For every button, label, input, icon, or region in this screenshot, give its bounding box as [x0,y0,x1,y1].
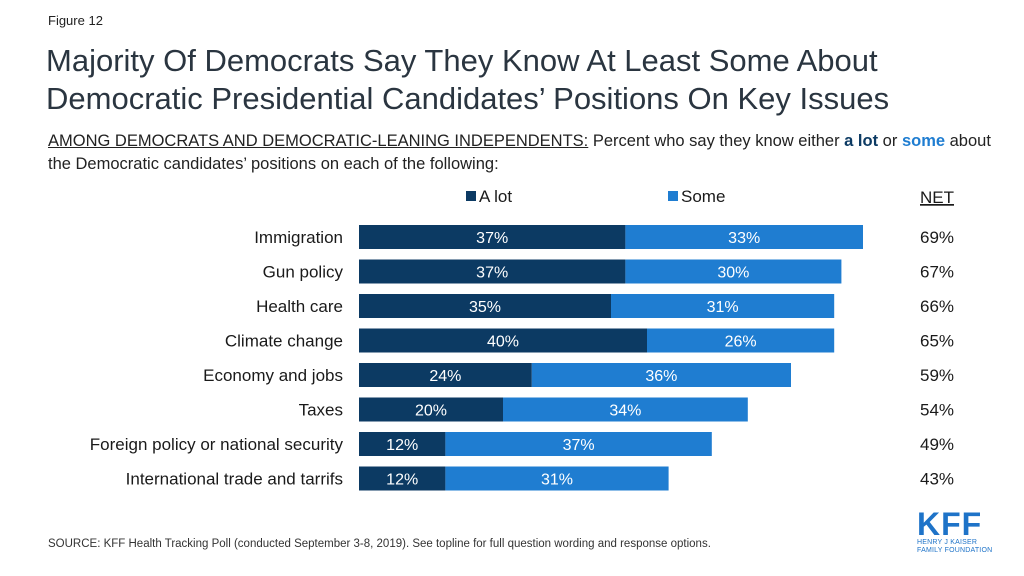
data-label-a-lot: 12% [386,472,418,489]
bar-a-lot [359,259,626,284]
legend-label-0: A lot [479,187,512,206]
net-value: 66% [920,297,954,316]
bar-some [625,259,842,284]
data-label-a-lot: 37% [476,230,508,247]
net-value: 69% [920,228,954,247]
bar-some [647,328,835,353]
data-label-a-lot: 40% [487,334,519,351]
subtitle-part-3: about the Democratic candidates’ positio… [48,132,991,173]
subtitle-prefix: AMONG DEMOCRATS AND DEMOCRATIC-LEANING I… [48,132,589,150]
data-label-a-lot: 35% [469,299,501,316]
data-label-some: 31% [707,299,739,316]
bar-a-lot [359,466,446,491]
bar-a-lot [359,397,503,422]
bar-a-lot [359,225,626,249]
bar-some [445,432,712,456]
logo-line-1: HENRY J KAISER [917,539,978,546]
data-label-some: 31% [541,472,573,489]
category-label: Immigration [254,228,343,247]
net-value: 49% [920,435,954,454]
subtitle-part-2: or [878,132,902,150]
data-label-some: 37% [563,437,595,454]
data-label-some: 30% [717,265,749,282]
category-label: Gun policy [263,263,344,282]
legend-swatch-1 [668,191,678,201]
net-value: 59% [920,366,954,385]
legend-swatch-0 [466,191,476,201]
net-value: 67% [920,263,954,282]
net-header: NET [920,188,954,207]
bar-a-lot [359,328,647,353]
source-note: SOURCE: KFF Health Tracking Poll (conduc… [48,538,711,550]
chart-title: Majority Of Democrats Say They Know At L… [46,42,1006,118]
data-label-some: 36% [645,368,677,385]
category-label: Taxes [299,401,343,420]
title-line-2: Democratic Presidential Candidates’ Posi… [46,81,890,116]
category-label: Climate change [225,332,343,351]
net-value: 65% [920,332,954,351]
logo-wordmark: KFF [917,506,983,542]
legend-label-1: Some [681,187,725,206]
subtitle-part-1: Percent who say they know either [588,132,845,150]
chart-subtitle: AMONG DEMOCRATS AND DEMOCRATIC-LEANING I… [48,130,998,176]
figure-label: Figure 12 [48,13,103,28]
category-label: Health care [256,297,343,316]
bar-a-lot [359,294,611,318]
bar-some [531,363,791,387]
net-value: 43% [920,470,954,489]
subtitle-some: some [901,132,946,150]
data-label-some: 34% [609,403,641,420]
data-label-a-lot: 12% [386,437,418,454]
logo-line-2: FAMILY FOUNDATION [917,547,993,554]
bar-some [445,466,669,491]
bar-some [503,397,748,422]
title-line-1: Majority Of Democrats Say They Know At L… [46,43,878,78]
net-value: 54% [920,401,954,420]
data-label-some: 26% [725,334,757,351]
bar-some [611,294,835,318]
category-label: Economy and jobs [203,366,343,385]
bar-some [625,225,863,249]
kff-logo: KFF HENRY J KAISER FAMILY FOUNDATION [917,506,1003,559]
data-label-a-lot: 37% [476,265,508,282]
data-label-some: 33% [728,230,760,247]
data-label-a-lot: 20% [415,403,447,420]
category-label: Foreign policy or national security [90,435,344,454]
data-label-a-lot: 24% [429,368,461,385]
subtitle-a-lot: a lot [844,132,879,150]
bar-a-lot [359,363,532,387]
category-label: International trade and tarrifs [126,470,343,489]
bar-a-lot [359,432,446,456]
